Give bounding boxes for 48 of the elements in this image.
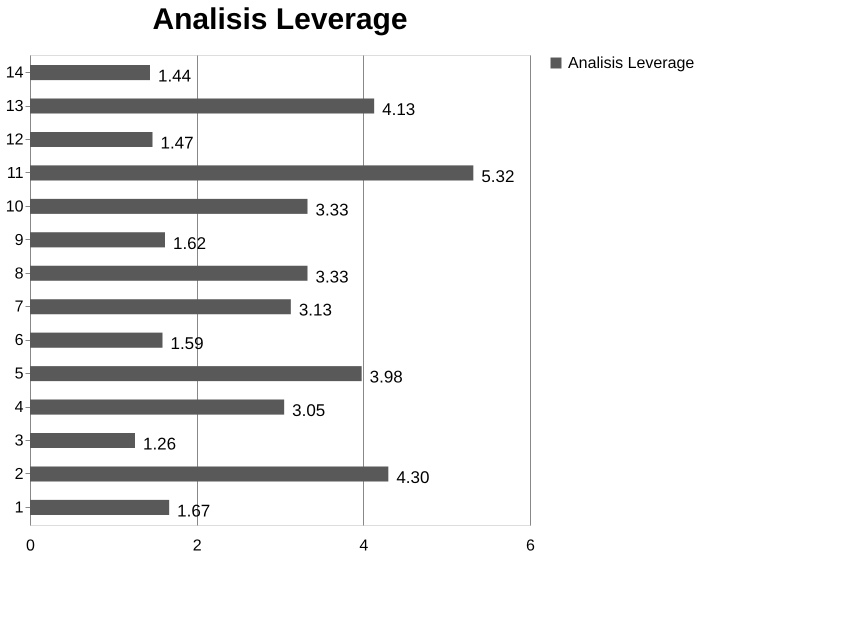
- data-label: 1.26: [143, 434, 176, 454]
- bar: [30, 366, 362, 382]
- data-label: 3.13: [298, 300, 332, 320]
- y-tick-label: 10: [6, 198, 24, 216]
- y-tick-label: 2: [14, 466, 24, 483]
- y-tick-label: 4: [14, 399, 24, 416]
- y-tick-label: 7: [14, 298, 24, 316]
- y-tick-label: 11: [6, 164, 24, 182]
- y-tick-label: 3: [14, 432, 24, 450]
- data-label: 1.59: [170, 334, 204, 354]
- data-label: 3.33: [316, 200, 349, 220]
- x-tick-label: 6: [526, 538, 536, 554]
- y-tick-label: 8: [14, 265, 24, 282]
- bar: [30, 466, 388, 482]
- bar: [30, 165, 474, 180]
- y-tick-label: 1: [14, 499, 24, 516]
- data-label: 3.98: [370, 368, 403, 387]
- bar: [30, 400, 284, 415]
- data-label: 5.32: [481, 166, 514, 186]
- y-tick-label: 12: [6, 131, 24, 148]
- data-label: 1.47: [160, 133, 194, 152]
- y-tick-label: 14: [6, 64, 24, 82]
- data-label: 4.30: [396, 468, 430, 487]
- data-label: 1.62: [173, 234, 206, 253]
- y-tick-label: 9: [14, 232, 24, 249]
- x-tick-label: 2: [192, 538, 202, 554]
- bar: [30, 232, 165, 248]
- bar: [30, 132, 152, 147]
- bar: [30, 433, 135, 448]
- data-label: 3.05: [292, 401, 326, 420]
- x-tick-label: 4: [359, 538, 368, 554]
- bar: [30, 500, 170, 515]
- data-label: 1.44: [158, 66, 192, 86]
- y-tick-label: 13: [6, 98, 24, 116]
- bar: [30, 98, 374, 114]
- bar: [30, 198, 308, 214]
- y-tick-label: 5: [14, 366, 24, 383]
- y-tick-label: 6: [14, 332, 24, 350]
- legend-label: Analisis Leverage: [568, 55, 694, 72]
- data-label: 3.33: [316, 267, 349, 286]
- x-tick-label: 0: [26, 538, 36, 554]
- bar: [30, 65, 150, 80]
- bar: [30, 332, 162, 348]
- data-label: 1.67: [177, 501, 210, 520]
- bar: [30, 266, 308, 281]
- data-label: 4.13: [382, 100, 416, 120]
- chart-title: Analisis Leverage: [152, 3, 408, 36]
- bar: [30, 299, 291, 314]
